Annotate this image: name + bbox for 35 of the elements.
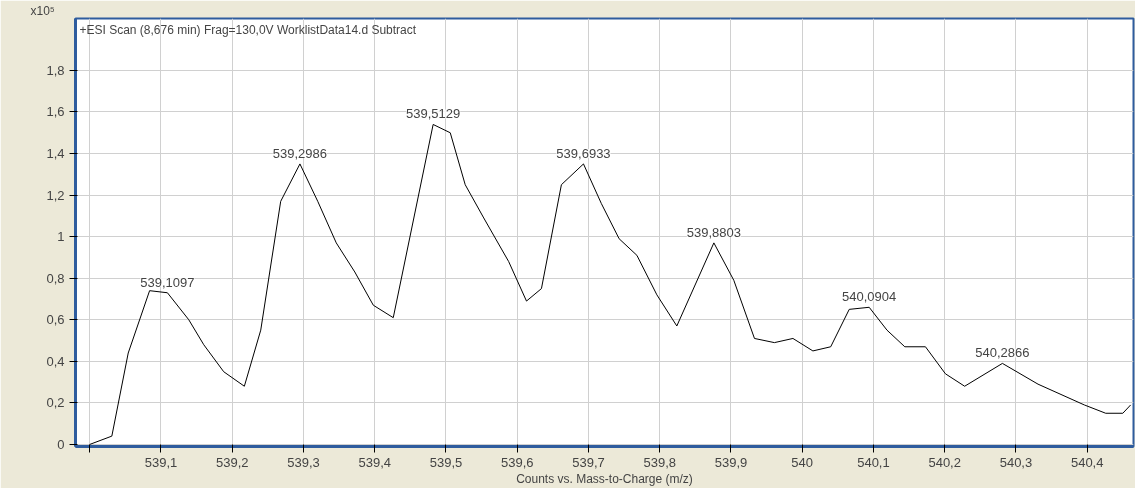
line-series xyxy=(89,123,1132,445)
x-tick-label: 539,4 xyxy=(358,454,392,470)
x-axis-title: Counts vs. Mass-to-Charge (m/z) xyxy=(516,471,693,486)
annotation: 539,6933 xyxy=(556,145,611,161)
x-tick-label: 539,6 xyxy=(500,454,534,470)
x-tick-label: 540,4 xyxy=(1070,454,1104,470)
chart-title: +ESI Scan (8,676 min) Frag=130,0V WorklistData14.d Subtract xyxy=(79,22,417,37)
y-tick-label: 1,8 xyxy=(46,62,65,78)
x-tick-label: 539,7 xyxy=(572,454,605,470)
y-axis-title: x10⁵ xyxy=(30,3,55,18)
x-tick-label: 540,1 xyxy=(857,454,890,470)
annotation: 539,2986 xyxy=(272,145,328,161)
x-tick-label: 540,2 xyxy=(928,454,961,470)
y-tick-label: 0,8 xyxy=(46,270,65,286)
annotation: 540,2866 xyxy=(975,345,1030,361)
annotation: 539,5129 xyxy=(406,106,461,122)
annotation: 540,0904 xyxy=(842,289,897,305)
y-tick-label: 1 xyxy=(57,229,65,245)
x-tick-label: 540 xyxy=(791,454,814,470)
y-tick-label: 0 xyxy=(57,436,65,452)
x-tick-label: 540,3 xyxy=(999,454,1033,470)
x-tick-label: 539,8 xyxy=(643,454,676,470)
y-tick-label: 0,4 xyxy=(46,353,65,369)
y-tick-label: 1,2 xyxy=(46,187,65,203)
annotation: 539,8803 xyxy=(686,224,741,240)
y-tick-label: 1,6 xyxy=(46,104,65,120)
y-tick-label: 0,6 xyxy=(46,312,65,328)
y-tick-label: 0,2 xyxy=(46,395,65,411)
x-tick-label: 539,3 xyxy=(287,454,320,470)
annotation: 539,1097 xyxy=(140,274,195,290)
x-tick-label: 539,1 xyxy=(144,454,178,470)
x-tick-label: 539,5 xyxy=(429,454,463,470)
x-tick-label: 539,9 xyxy=(714,454,748,470)
x-tick-label: 539,2 xyxy=(215,454,249,470)
y-tick-label: 1,4 xyxy=(46,146,65,162)
